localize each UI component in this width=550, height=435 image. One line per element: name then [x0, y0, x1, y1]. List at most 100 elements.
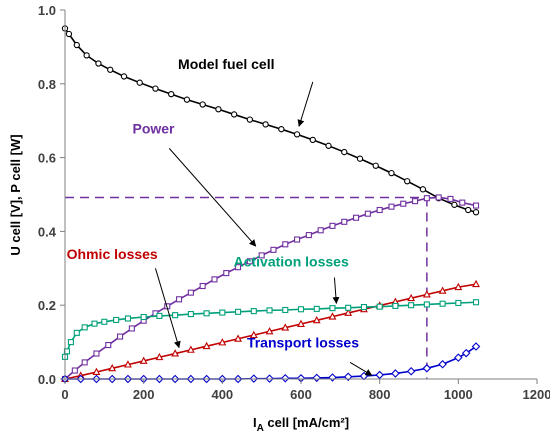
data-point-power — [71, 367, 78, 374]
data-point-model-fuel-cell — [107, 66, 114, 73]
data-point-activation-losses — [345, 304, 352, 311]
data-point-model-fuel-cell — [73, 41, 80, 49]
data-point-activation-losses — [187, 311, 194, 318]
data-point-ohmic-losses — [171, 349, 180, 357]
series-ohmic-losses — [61, 279, 480, 382]
data-point-ohmic-losses — [281, 323, 290, 331]
data-point-power — [270, 246, 277, 253]
x-tick-label: 600 — [290, 387, 312, 402]
data-point-power — [258, 252, 265, 259]
y-tick-label: 0.4 — [38, 224, 57, 239]
y-tick-label: 0.0 — [38, 372, 56, 387]
data-point-ohmic-losses — [186, 345, 195, 353]
y-tick-label: 1.0 — [38, 3, 56, 18]
data-point-ohmic-losses — [297, 319, 305, 327]
data-point-transport-losses — [438, 359, 447, 369]
data-point-power — [223, 270, 230, 277]
data-point-activation-losses — [282, 306, 289, 314]
data-point-ohmic-losses — [407, 293, 416, 302]
data-point-model-fuel-cell — [278, 126, 285, 133]
data-point-activation-losses — [408, 302, 415, 309]
data-point-model-fuel-cell — [83, 52, 90, 59]
x-tick-label: 1000 — [444, 387, 473, 402]
reference-lines — [65, 196, 428, 379]
x-tick-label: 800 — [369, 387, 391, 402]
data-point-transport-losses — [375, 370, 384, 380]
y-axis-title: U cell [V], P cell [W] — [8, 134, 23, 255]
arrow-activation-losses — [332, 277, 340, 305]
data-point-model-fuel-cell — [65, 30, 73, 38]
data-point-transport-losses — [312, 373, 322, 383]
data-point-power — [423, 195, 430, 202]
data-point-activation-losses — [91, 320, 98, 327]
data-point-transport-losses — [461, 348, 471, 358]
data-point-ohmic-losses — [124, 360, 132, 368]
data-point-ohmic-losses — [422, 290, 431, 298]
arrow-ohmic-losses — [154, 268, 181, 349]
data-point-power — [246, 258, 253, 265]
series-model-fuel-cell — [61, 25, 480, 216]
label-activation-losses: Activation losses — [234, 253, 349, 269]
x-tick-label: 1200 — [523, 387, 550, 402]
annotation-layer: Model fuel cell Power Ohmic losses Activati… — [67, 56, 373, 376]
data-point-activation-losses — [235, 308, 242, 315]
data-point-power — [305, 232, 312, 239]
data-point-model-fuel-cell — [404, 178, 411, 185]
data-point-activation-losses — [67, 339, 74, 346]
data-point-ohmic-losses — [202, 341, 211, 350]
data-point-activation-losses — [376, 303, 383, 310]
x-axis-title-subscript: A — [257, 423, 264, 434]
data-point-transport-losses — [391, 369, 400, 378]
data-point-activation-losses — [140, 313, 147, 321]
data-point-model-fuel-cell — [341, 148, 348, 156]
x-axis-title: IA cell [mA/cm²] — [253, 415, 349, 434]
data-point-model-fuel-cell — [95, 60, 102, 67]
data-point-power — [317, 227, 324, 234]
data-point-ohmic-losses — [234, 334, 242, 342]
data-point-ohmic-losses — [454, 282, 463, 291]
data-point-power — [187, 289, 194, 296]
data-point-transport-losses — [454, 353, 463, 362]
data-point-activation-losses — [329, 305, 336, 312]
data-point-transport-losses — [422, 364, 432, 373]
data-point-power — [128, 325, 135, 332]
data-point-activation-losses — [101, 318, 108, 325]
data-point-ohmic-losses — [328, 312, 337, 320]
data-point-transport-losses — [471, 342, 481, 351]
tick-layer: 0.0 0.2 0.4 0.6 0.8 1.0 0 200 400 600 800 1000 1200 — [38, 3, 550, 402]
data-point-activation-losses — [250, 308, 257, 315]
data-point-power — [364, 210, 371, 217]
data-point-power — [211, 276, 218, 283]
data-point-ohmic-losses — [344, 308, 353, 316]
data-point-ohmic-losses — [249, 330, 258, 339]
series-layer — [60, 25, 481, 384]
data-point-power — [412, 198, 419, 205]
data-point-ohmic-losses — [312, 315, 321, 324]
data-point-power — [329, 222, 336, 229]
y-tick-label: 0.2 — [38, 298, 56, 313]
data-point-power — [400, 200, 407, 207]
arrow-transport-losses — [349, 361, 373, 376]
data-point-model-fuel-cell — [419, 186, 427, 193]
data-point-model-fuel-cell — [183, 96, 191, 103]
data-point-power — [472, 202, 480, 209]
label-ohmic-losses: Ohmic losses — [67, 246, 158, 262]
data-point-ohmic-losses — [472, 279, 480, 288]
data-point-activation-losses — [63, 348, 71, 355]
data-point-ohmic-losses — [108, 363, 117, 372]
x-tick-label: 400 — [211, 387, 233, 402]
series-power — [61, 194, 480, 383]
data-point-activation-losses — [360, 303, 367, 311]
data-point-activation-losses — [81, 324, 88, 331]
data-point-activation-losses — [172, 312, 179, 319]
y-tick-label: 0.8 — [38, 77, 56, 92]
data-point-activation-losses — [297, 306, 305, 313]
data-point-activation-losses — [73, 329, 80, 336]
data-point-activation-losses — [392, 302, 399, 309]
data-point-model-fuel-cell — [293, 131, 301, 138]
data-point-activation-losses — [113, 316, 120, 324]
data-point-power — [199, 282, 206, 290]
data-point-power — [105, 342, 112, 349]
data-point-power — [81, 359, 88, 366]
